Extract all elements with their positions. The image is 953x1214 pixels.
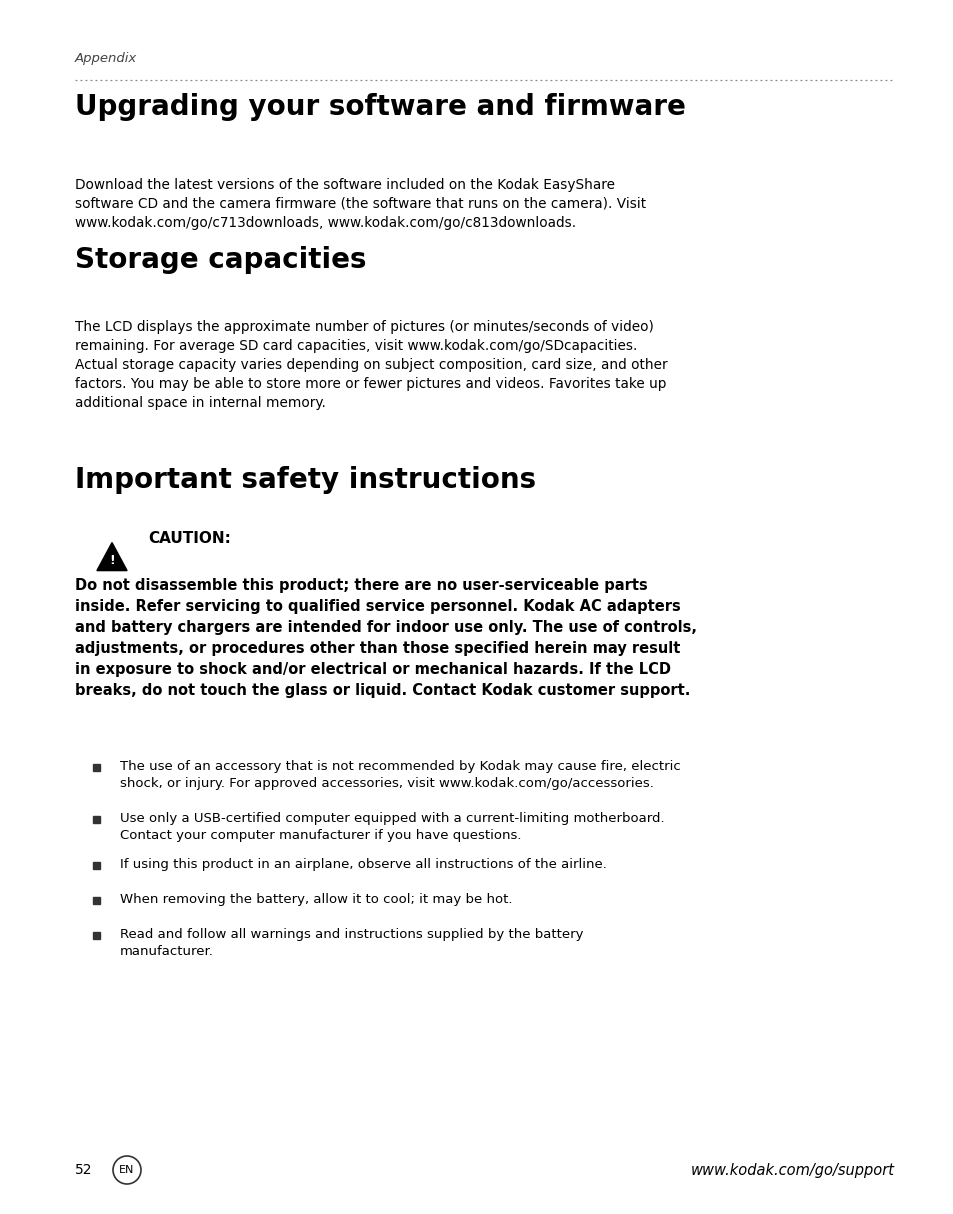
Bar [93,862,100,869]
Bar [93,897,100,904]
Bar [93,764,100,771]
Bar [93,932,100,938]
Text: Download the latest versions of the software included on the Kodak EasyShare
sof: Download the latest versions of the soft… [75,178,645,229]
Text: Read and follow all warnings and instructions supplied by the battery
manufactur: Read and follow all warnings and instruc… [120,927,583,958]
Bar [93,816,100,823]
Polygon shape [97,543,127,571]
Text: Use only a USB-certified computer equipped with a current-limiting motherboard.
: Use only a USB-certified computer equipp… [120,812,664,843]
Text: If using this product in an airplane, observe all instructions of the airline.: If using this product in an airplane, ob… [120,858,606,870]
Text: Storage capacities: Storage capacities [75,246,366,274]
Text: www.kodak.com/go/support: www.kodak.com/go/support [690,1163,894,1178]
Text: Do not disassemble this product; there are no user-serviceable parts
inside. Ref: Do not disassemble this product; there a… [75,578,697,698]
Text: CAUTION:: CAUTION: [148,531,231,546]
Text: Upgrading your software and firmware: Upgrading your software and firmware [75,93,685,121]
Text: The LCD displays the approximate number of pictures (or minutes/seconds of video: The LCD displays the approximate number … [75,320,667,410]
Text: Appendix: Appendix [75,52,137,66]
Text: Important safety instructions: Important safety instructions [75,466,536,494]
Text: The use of an accessory that is not recommended by Kodak may cause fire, electri: The use of an accessory that is not reco… [120,760,680,790]
Text: When removing the battery, allow it to cool; it may be hot.: When removing the battery, allow it to c… [120,894,512,906]
Text: EN: EN [119,1165,134,1175]
Text: !: ! [109,554,114,567]
Text: 52: 52 [75,1163,92,1178]
